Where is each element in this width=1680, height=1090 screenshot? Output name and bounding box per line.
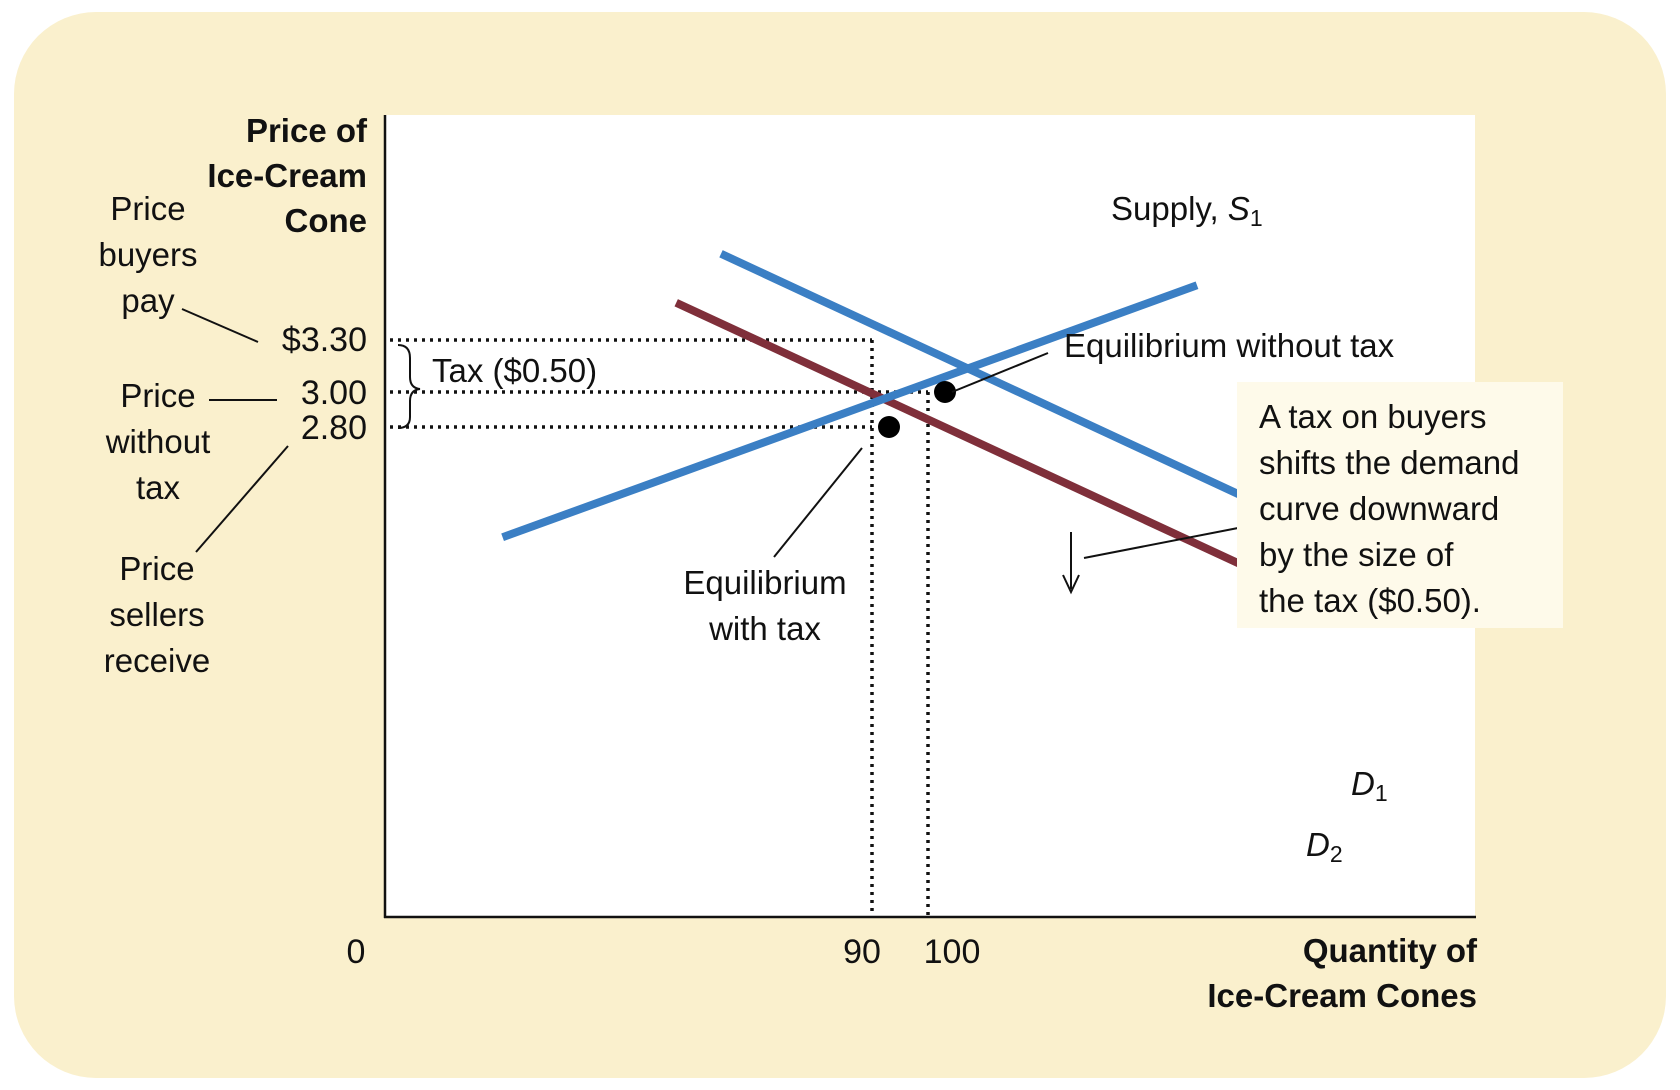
x-axis-title-line2: Ice-Cream Cones bbox=[1207, 977, 1477, 1014]
x-tick-90: 90 bbox=[843, 933, 881, 971]
eq-with-label-line1: Equilibrium bbox=[683, 564, 846, 601]
x-axis-title-line1: Quantity of bbox=[1303, 932, 1478, 969]
leader-eq-without bbox=[951, 352, 1049, 393]
label-buyers-line2: buyers bbox=[98, 236, 197, 273]
label-sellers-line2: sellers bbox=[109, 596, 204, 633]
y-axis-title-line1: Price of bbox=[246, 112, 368, 149]
leader-note bbox=[1083, 527, 1239, 559]
label-without-line3: tax bbox=[136, 469, 181, 506]
leader-buyers-pay bbox=[181, 308, 259, 343]
label-without-line2: without bbox=[105, 423, 211, 460]
tax-brace bbox=[397, 344, 421, 429]
x-tick-100: 100 bbox=[924, 933, 981, 971]
label-sellers-line3: receive bbox=[104, 642, 210, 679]
leader-eq-with bbox=[773, 447, 863, 558]
x-tick-0: 0 bbox=[347, 933, 366, 971]
label-without-line1: Price bbox=[120, 377, 195, 414]
y-tick-300: 3.00 bbox=[301, 374, 367, 412]
y-axis-title-line3: Cone bbox=[285, 202, 368, 239]
eq-with-label-line2: with tax bbox=[708, 610, 821, 647]
demand-curve-d2 bbox=[674, 299, 1328, 608]
y-tick-280: 2.80 bbox=[301, 409, 367, 447]
supply-label: Supply, S1 bbox=[1111, 190, 1263, 231]
equilibrium-without-tax-point bbox=[934, 381, 956, 403]
tax-label: Tax ($0.50) bbox=[432, 352, 597, 389]
leader-sellers-receive bbox=[195, 445, 289, 553]
guide-lines bbox=[390, 338, 930, 915]
d2-label: D2 bbox=[1306, 826, 1343, 867]
label-sellers-line1: Price bbox=[119, 550, 194, 587]
supply-curve bbox=[501, 281, 1199, 542]
y-axis-title-line2: Ice-Cream bbox=[207, 157, 367, 194]
d1-label: D1 bbox=[1351, 765, 1388, 806]
equilibrium-with-tax-point bbox=[878, 416, 900, 438]
label-buyers-line1: Price bbox=[110, 190, 185, 227]
annotation-box bbox=[1237, 382, 1563, 628]
y-tick-330: $3.30 bbox=[282, 321, 367, 359]
label-buyers-line3: pay bbox=[121, 282, 175, 319]
eq-without-label: Equilibrium without tax bbox=[1064, 327, 1395, 364]
shift-arrow-head bbox=[1062, 574, 1080, 595]
